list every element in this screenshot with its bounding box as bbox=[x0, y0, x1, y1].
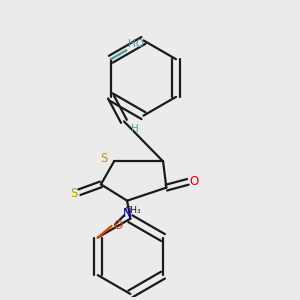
Text: N: N bbox=[123, 207, 131, 220]
Text: S: S bbox=[101, 152, 108, 165]
Text: S: S bbox=[70, 187, 77, 200]
Text: O: O bbox=[190, 176, 199, 188]
Text: O: O bbox=[113, 219, 122, 232]
Text: H: H bbox=[130, 124, 138, 134]
Text: CH₃: CH₃ bbox=[125, 206, 141, 215]
Text: HO: HO bbox=[128, 39, 144, 49]
